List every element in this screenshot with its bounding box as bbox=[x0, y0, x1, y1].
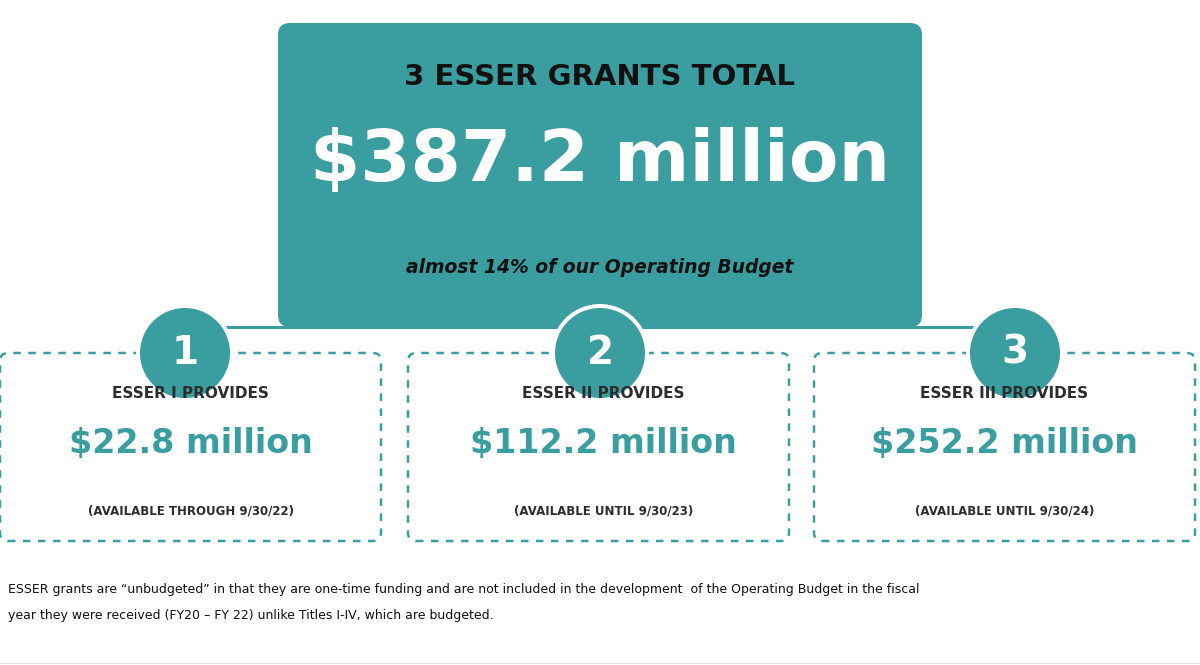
Text: $22.8 million: $22.8 million bbox=[68, 426, 312, 460]
Text: 2: 2 bbox=[587, 334, 613, 372]
Circle shape bbox=[970, 308, 1060, 398]
Circle shape bbox=[136, 304, 234, 402]
Text: (AVAILABLE THROUGH 9/30/22): (AVAILABLE THROUGH 9/30/22) bbox=[88, 505, 294, 517]
Circle shape bbox=[966, 304, 1064, 402]
Text: (AVAILABLE UNTIL 9/30/24): (AVAILABLE UNTIL 9/30/24) bbox=[914, 505, 1094, 517]
Text: $387.2 million: $387.2 million bbox=[310, 127, 890, 196]
Circle shape bbox=[140, 308, 230, 398]
Text: almost 14% of our Operating Budget: almost 14% of our Operating Budget bbox=[407, 258, 793, 277]
Text: (AVAILABLE UNTIL 9/30/23): (AVAILABLE UNTIL 9/30/23) bbox=[514, 505, 694, 517]
Text: ESSER III PROVIDES: ESSER III PROVIDES bbox=[920, 386, 1088, 400]
Circle shape bbox=[554, 308, 646, 398]
Text: ESSER II PROVIDES: ESSER II PROVIDES bbox=[522, 386, 685, 400]
Text: ESSER grants are “unbudgeted” in that they are one-time funding and are not incl: ESSER grants are “unbudgeted” in that th… bbox=[8, 583, 919, 596]
Text: year they were received (FY20 – FY 22) unlike Titles I-IV, which are budgeted.: year they were received (FY20 – FY 22) u… bbox=[8, 609, 493, 622]
FancyBboxPatch shape bbox=[0, 353, 382, 541]
FancyBboxPatch shape bbox=[278, 23, 922, 327]
Text: 1: 1 bbox=[172, 334, 198, 372]
Text: 3: 3 bbox=[1002, 334, 1028, 372]
Text: 3 ESSER GRANTS TOTAL: 3 ESSER GRANTS TOTAL bbox=[404, 63, 796, 91]
Circle shape bbox=[551, 304, 649, 402]
Text: $252.2 million: $252.2 million bbox=[871, 426, 1138, 460]
FancyBboxPatch shape bbox=[814, 353, 1195, 541]
Text: $112.2 million: $112.2 million bbox=[470, 426, 737, 460]
Text: ESSER I PROVIDES: ESSER I PROVIDES bbox=[112, 386, 269, 400]
FancyBboxPatch shape bbox=[408, 353, 790, 541]
